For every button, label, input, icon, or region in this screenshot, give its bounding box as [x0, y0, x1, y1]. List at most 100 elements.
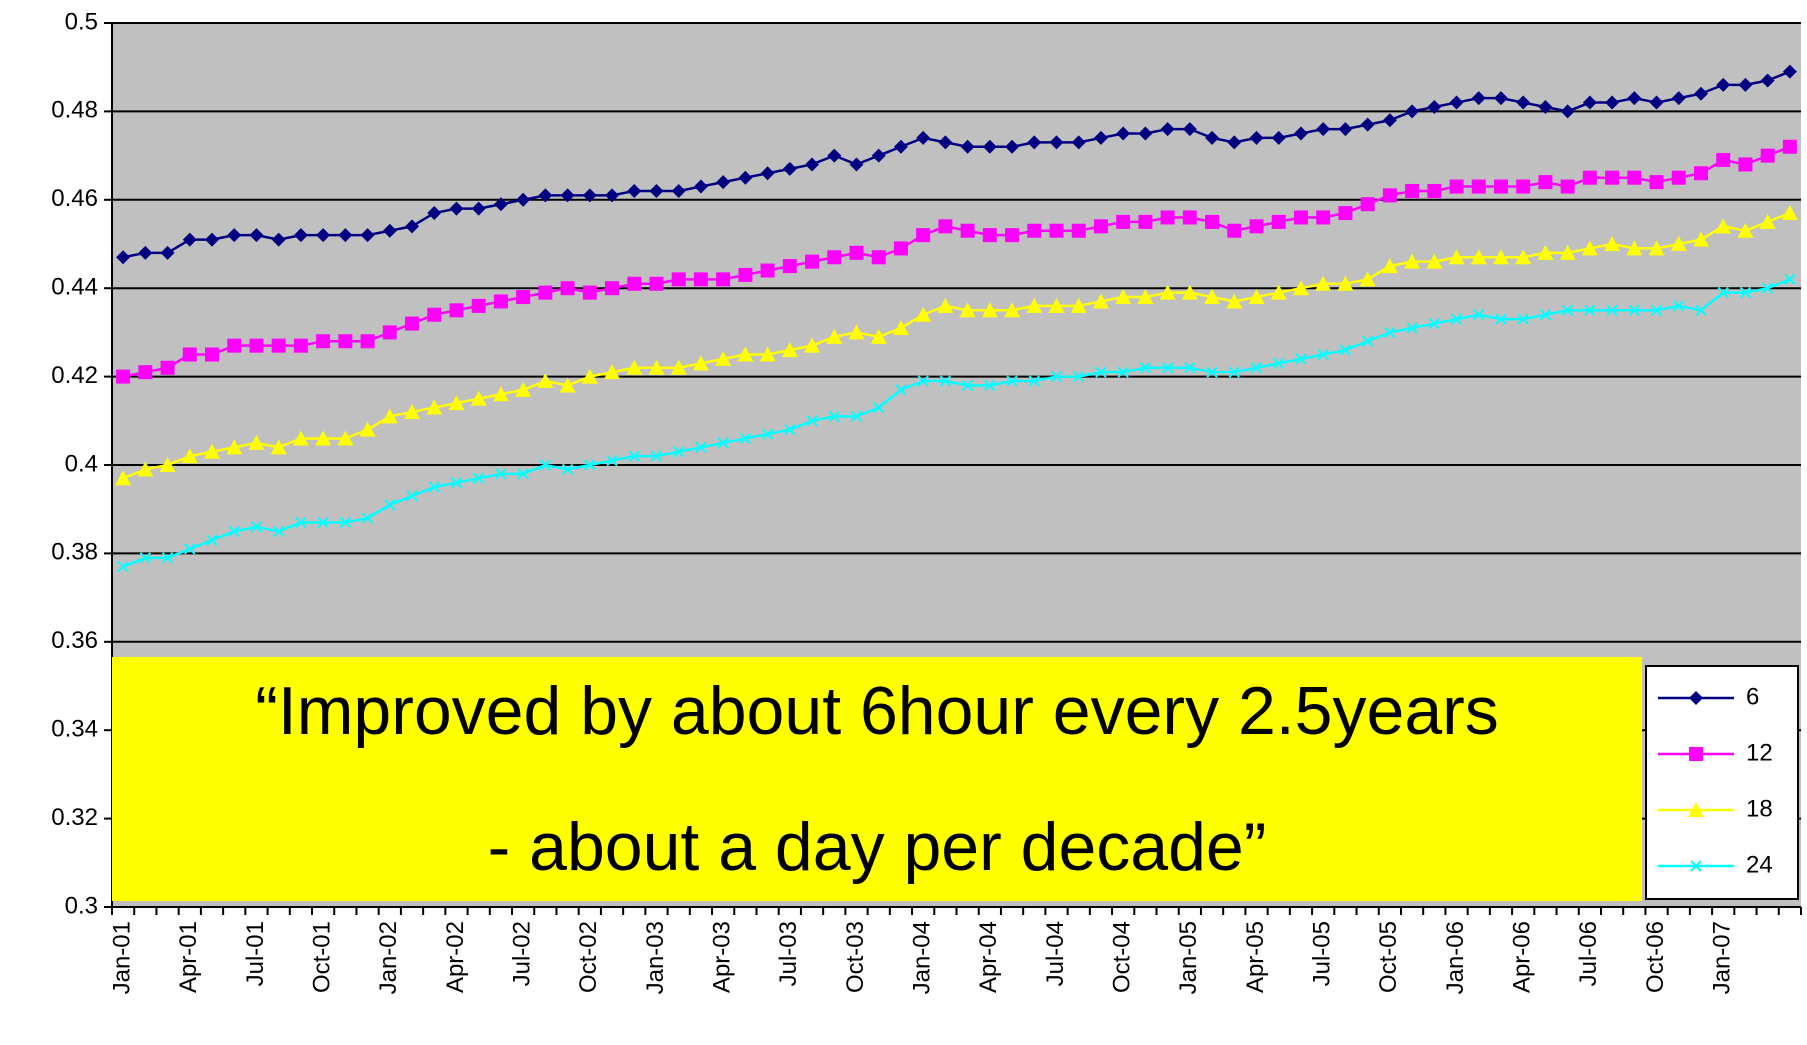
marker — [582, 188, 597, 203]
marker — [649, 183, 664, 198]
marker — [1295, 353, 1307, 365]
marker — [782, 161, 797, 176]
marker-stroke — [1584, 304, 1596, 317]
marker — [716, 272, 731, 287]
marker — [1688, 802, 1704, 817]
marker-stroke — [139, 552, 152, 564]
marker — [138, 245, 153, 260]
marker — [627, 183, 642, 198]
marker — [1689, 691, 1703, 705]
marker — [449, 303, 464, 318]
annotation-text: “Improved by about 6hour every 2.5years — [255, 673, 1499, 749]
marker — [116, 250, 131, 265]
marker — [892, 319, 909, 335]
marker — [1027, 223, 1042, 238]
marker — [893, 139, 908, 154]
marker — [382, 223, 397, 238]
marker — [1761, 282, 1774, 294]
marker — [406, 490, 418, 502]
marker-stroke — [1250, 362, 1263, 374]
y-tick-label: 0.46 — [51, 185, 98, 212]
x-tick-label: Oct-05 — [1375, 921, 1402, 993]
marker — [1337, 275, 1354, 291]
marker — [1182, 122, 1197, 137]
marker — [1382, 188, 1397, 203]
marker — [1293, 210, 1308, 225]
marker — [495, 468, 507, 480]
marker — [1248, 289, 1265, 305]
marker-stroke — [495, 468, 507, 480]
marker — [316, 334, 331, 349]
marker — [1693, 86, 1708, 101]
marker — [1250, 362, 1263, 374]
x-tick-label: Oct-04 — [1109, 921, 1136, 993]
x-tick-label: Oct-03 — [842, 921, 869, 993]
marker — [1492, 249, 1509, 265]
x-tick-label: Jul-05 — [1309, 921, 1336, 986]
marker — [715, 350, 732, 366]
x-tick-label: Apr-01 — [175, 921, 202, 993]
marker — [1206, 366, 1218, 378]
marker — [1604, 236, 1621, 251]
marker-stroke — [1673, 300, 1685, 312]
marker — [1649, 95, 1664, 110]
x-tick-label: Jan-01 — [108, 921, 135, 994]
marker — [427, 307, 442, 322]
marker-stroke — [1761, 282, 1774, 294]
marker-stroke — [939, 375, 952, 387]
marker — [649, 276, 664, 291]
marker — [1227, 135, 1242, 150]
marker — [271, 232, 286, 247]
marker — [405, 316, 420, 331]
marker — [828, 410, 840, 423]
marker-stroke — [117, 560, 129, 573]
marker — [784, 423, 796, 436]
marker — [1649, 175, 1664, 190]
marker-stroke — [250, 521, 263, 533]
marker — [650, 450, 663, 462]
x-tick-label: Jul-06 — [1575, 921, 1602, 986]
marker — [292, 430, 309, 446]
marker — [339, 516, 352, 529]
marker — [428, 481, 440, 493]
marker — [1559, 244, 1576, 260]
marker-stroke — [1317, 348, 1329, 361]
marker-stroke — [917, 375, 929, 387]
marker — [1695, 304, 1707, 317]
marker — [716, 175, 731, 190]
marker — [1315, 275, 1332, 291]
marker — [1689, 747, 1703, 761]
marker — [1539, 309, 1552, 321]
marker — [826, 328, 843, 344]
marker — [338, 334, 353, 349]
marker-stroke — [784, 423, 796, 436]
marker — [961, 379, 974, 392]
marker — [738, 170, 753, 185]
marker — [693, 179, 708, 194]
marker — [584, 459, 596, 471]
marker — [226, 439, 243, 455]
marker — [1204, 289, 1221, 305]
marker — [139, 552, 152, 564]
marker — [1582, 170, 1597, 185]
marker — [381, 408, 398, 424]
marker — [1115, 289, 1132, 305]
marker — [982, 228, 997, 243]
marker — [805, 157, 820, 172]
marker — [204, 443, 221, 459]
marker — [272, 525, 285, 538]
marker — [1050, 370, 1063, 383]
marker — [1138, 126, 1153, 141]
marker — [871, 250, 886, 265]
marker-stroke — [1117, 366, 1129, 378]
x-tick-label: Jan-05 — [1175, 921, 1202, 994]
marker — [672, 446, 685, 458]
marker — [1028, 375, 1040, 387]
marker — [1205, 130, 1220, 145]
marker-stroke — [184, 543, 196, 555]
marker-stroke — [1473, 309, 1485, 321]
marker — [1006, 375, 1018, 387]
marker — [1670, 236, 1687, 251]
marker-stroke — [428, 481, 440, 493]
marker-stroke — [961, 379, 974, 392]
